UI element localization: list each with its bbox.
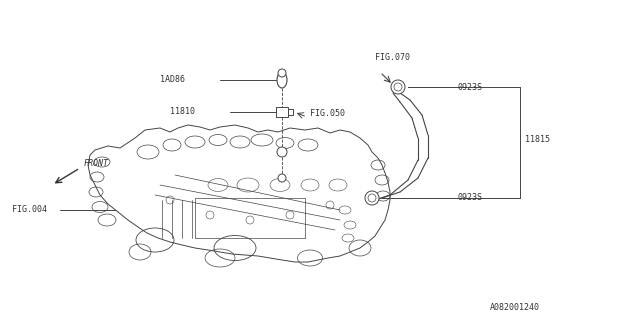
Circle shape: [278, 174, 286, 182]
FancyBboxPatch shape: [288, 109, 293, 115]
FancyBboxPatch shape: [276, 107, 288, 117]
Circle shape: [365, 191, 379, 205]
Ellipse shape: [277, 72, 287, 88]
Circle shape: [278, 69, 286, 77]
Text: 0923S: 0923S: [457, 83, 482, 92]
Text: FIG.070: FIG.070: [375, 53, 410, 62]
Text: FIG.050: FIG.050: [310, 109, 345, 118]
Text: FIG.004: FIG.004: [12, 205, 47, 214]
Text: 11815: 11815: [525, 135, 550, 145]
Circle shape: [277, 147, 287, 157]
Text: 1AD86: 1AD86: [160, 76, 185, 84]
Text: FRONT: FRONT: [84, 158, 109, 167]
Circle shape: [391, 80, 405, 94]
Text: 11810: 11810: [170, 108, 195, 116]
Text: 0923S: 0923S: [457, 194, 482, 203]
Text: A082001240: A082001240: [490, 303, 540, 313]
